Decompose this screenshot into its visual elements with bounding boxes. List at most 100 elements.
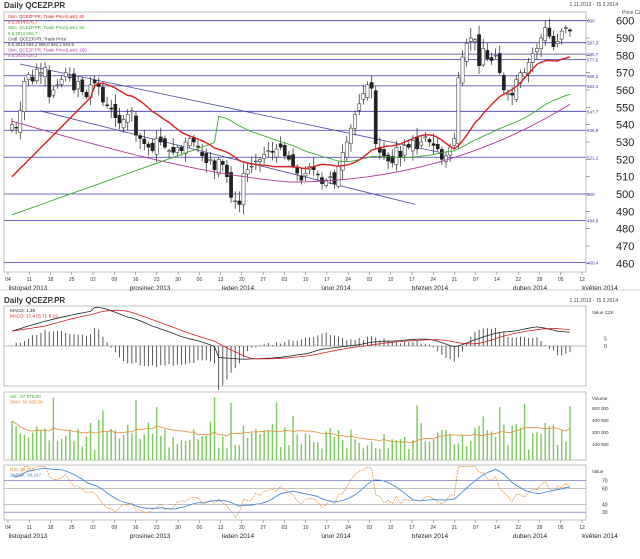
candle-body xyxy=(456,77,461,144)
rsi-legend: RSI: 61,702 xyxy=(10,467,35,472)
rsi-tick-label: 30 xyxy=(602,510,608,516)
bottom-chart-title: Daily QCEZP.PR xyxy=(4,296,66,305)
volume-legend: Vol.: 97 876,00 xyxy=(10,394,41,399)
candle-body xyxy=(411,140,415,152)
legend-entry: 5.5.2014 594,2 596,0 592,1 594,5 xyxy=(8,42,74,47)
x-date-label: 25 xyxy=(69,277,75,283)
candle-body xyxy=(55,84,60,86)
candle-body xyxy=(398,150,403,158)
candle-body xyxy=(452,138,457,146)
candle-body xyxy=(101,86,105,103)
price-level-label: 484,8 xyxy=(587,218,599,223)
x-date-label: 31 xyxy=(452,277,458,283)
x-month-label: březen 2014 xyxy=(412,533,449,540)
volume-tick-label: 600 000 xyxy=(592,406,609,411)
candle-body xyxy=(26,74,31,80)
x-date-label: 24 xyxy=(430,277,436,283)
legend-entry: Skin. QCEZP.PR, Trade Price(Last); 20 xyxy=(8,14,85,19)
candle-body xyxy=(30,76,35,82)
candle-body xyxy=(555,41,560,45)
x-date-label: 25 xyxy=(69,525,75,531)
candle-body xyxy=(63,72,68,78)
price-tick-label: 560 xyxy=(616,85,634,97)
candle-body xyxy=(51,89,56,96)
trend-line xyxy=(39,110,416,205)
candle-body xyxy=(22,81,27,112)
x-date-label: 16 xyxy=(133,277,139,283)
candle-body xyxy=(282,145,287,157)
candle-body xyxy=(324,179,328,186)
x-month-label: duben 2014 xyxy=(513,533,548,540)
x-month-label: květen 2014 xyxy=(582,533,618,540)
x-date-label: 12 xyxy=(579,525,585,531)
candle-body xyxy=(510,92,514,96)
trend-line xyxy=(19,63,441,153)
candle-body xyxy=(551,36,556,47)
bottom-chart-date-range: 1.11.2013 - 15.5.2014 xyxy=(569,298,618,304)
candle-body xyxy=(535,48,539,53)
price-tick-label: 520 xyxy=(616,154,634,166)
top-chart-date-range: 1.11.2013 - 15.5.2014 xyxy=(569,2,618,8)
candle-body xyxy=(336,166,341,187)
candle-body xyxy=(303,172,308,177)
volume-tick-label: 100 000 xyxy=(592,442,609,447)
x-date-label: 14 xyxy=(494,277,500,283)
candle-body xyxy=(258,159,262,162)
volume-panel-frame xyxy=(3,391,587,461)
price-level-label: 460,4 xyxy=(587,261,599,266)
rsi-tick-label: 40 xyxy=(602,502,608,508)
x-date-label: 09 xyxy=(112,277,118,283)
price-tick-label: 570 xyxy=(616,68,634,80)
x-date-label: 11 xyxy=(27,525,32,531)
candle-body xyxy=(559,30,564,40)
candle-body xyxy=(291,154,295,167)
candle-body xyxy=(59,79,64,85)
candle-body xyxy=(435,144,440,150)
x-date-label: 14 xyxy=(494,525,500,531)
price-tick-label: 530 xyxy=(616,137,634,149)
x-date-label: 17 xyxy=(324,525,330,531)
candle-body xyxy=(138,135,142,139)
candle-body xyxy=(92,79,97,84)
candle-body xyxy=(287,155,291,160)
candle-body xyxy=(564,27,568,29)
candle-body xyxy=(154,138,159,155)
x-date-label: 24 xyxy=(345,277,351,283)
x-date-label: 28 xyxy=(537,277,543,283)
candle-body xyxy=(568,29,572,32)
candle-body xyxy=(440,149,444,160)
candle-body xyxy=(514,79,519,100)
legend-entry: Cndl. QCEZP.PR, Trade Price xyxy=(8,36,67,41)
x-date-label: 27 xyxy=(260,277,266,283)
price-tick-label: 580 xyxy=(616,50,634,62)
candle-body xyxy=(365,84,370,99)
x-month-label: únor 2014 xyxy=(321,533,351,540)
macd-signal-line xyxy=(11,309,571,360)
x-date-label: 16 xyxy=(133,525,139,531)
candle-body xyxy=(390,156,395,164)
x-date-label: 17 xyxy=(409,277,415,283)
candle-body xyxy=(245,169,250,175)
candle-body xyxy=(497,53,502,73)
candle-body xyxy=(109,107,114,110)
candle-body xyxy=(460,56,465,84)
candle-body xyxy=(427,139,432,143)
x-date-label: 31 xyxy=(452,525,458,531)
candle-body xyxy=(130,110,134,113)
candle-body xyxy=(237,200,242,205)
x-month-label: prosinec 2013 xyxy=(130,285,171,292)
candle-body xyxy=(530,53,535,63)
x-date-label: 30 xyxy=(175,277,181,283)
candle-body xyxy=(18,110,23,133)
price-level-label: 536,8 xyxy=(587,128,599,133)
candle-body xyxy=(477,34,481,66)
x-date-label: 07 xyxy=(473,525,479,531)
candle-body xyxy=(229,172,233,198)
rsi-panel-frame xyxy=(3,464,587,521)
x-date-label: 03 xyxy=(282,525,288,531)
x-date-label: 09 xyxy=(112,525,118,531)
candle-body xyxy=(423,136,428,139)
candle-body xyxy=(489,57,494,61)
candle-body xyxy=(68,76,72,79)
candle-body xyxy=(167,150,171,152)
